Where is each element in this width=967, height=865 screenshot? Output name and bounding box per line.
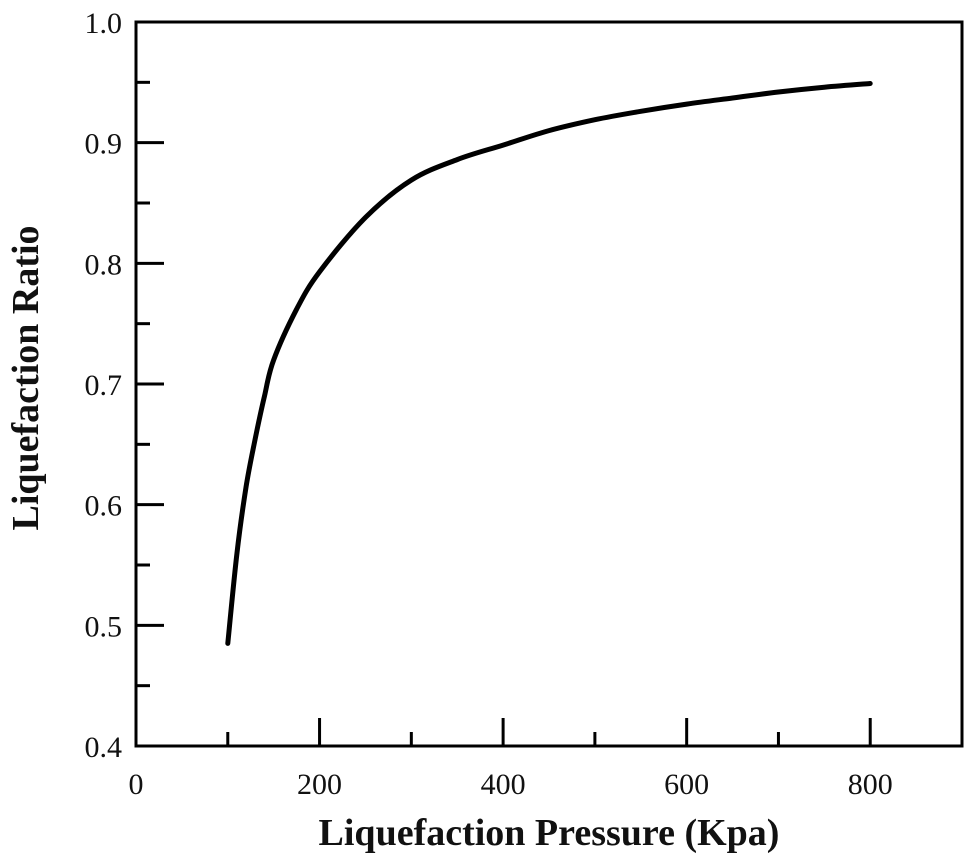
x-tick-label: 400 [481, 768, 526, 801]
y-tick-label: 0.5 [85, 610, 123, 643]
x-tick-label: 200 [297, 768, 342, 801]
y-tick-label: 0.7 [85, 369, 123, 402]
y-axis-ticks [136, 80, 164, 688]
y-axis-title: Liquefaction Ratio [5, 225, 47, 530]
x-tick-label: 0 [129, 768, 144, 801]
y-tick-label: 0.6 [85, 490, 123, 523]
y-tick-label: 0.8 [85, 248, 123, 281]
y-axis-tick-labels: 0.4 0.5 0.6 0.7 0.8 0.9 1.0 [85, 7, 123, 764]
series-line [225, 81, 873, 646]
x-tick-label: 800 [848, 768, 893, 801]
x-tick-label: 600 [664, 768, 709, 801]
y-tick-label: 0.4 [85, 731, 123, 764]
y-tick-label: 1.0 [85, 7, 123, 40]
x-axis-ticks [226, 718, 872, 746]
x-axis-tick-labels: 0 200 400 600 800 [129, 768, 893, 801]
x-axis-title: Liquefaction Pressure (Kpa) [319, 812, 780, 854]
y-tick-label: 0.9 [85, 128, 123, 161]
